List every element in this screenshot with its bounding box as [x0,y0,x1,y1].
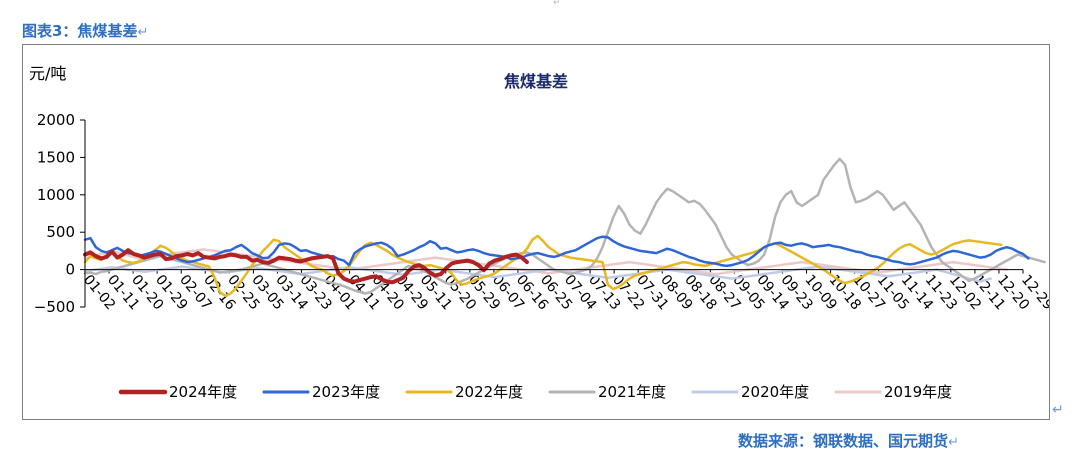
legend-label: 2022年度 [455,383,523,401]
y-tick-label: 1000 [37,186,75,204]
return-mark: ↵ [948,435,959,450]
series-line-2023年度 [83,235,1030,268]
legend-label: 2021年度 [598,383,666,401]
series-layer [83,157,1046,298]
legend-item: 2022年度 [405,383,523,401]
legend-item: 2024年度 [118,383,237,401]
frame-return-mark: ↵ [1052,402,1064,418]
y-tick-label: −500 [34,298,75,316]
y-tick-label: 0 [65,261,75,279]
chart-title: 焦煤基差 [503,72,568,91]
page-top-mark: ↵ [553,0,561,8]
figure-caption: 图表3：焦煤基差↵ [22,20,148,41]
data-source: 数据来源：钢联数据、国元期货↵ [738,430,959,451]
x-axis-ticks: 01-0201-1101-2001-2902-0702-1602-2503-05… [80,269,1056,313]
legend-item: 2021年度 [548,383,666,401]
return-mark: ↵ [137,25,149,40]
legend: 2024年度 2023年度 2022年度 2021年度 2020年度 2019年度 [118,383,952,401]
series-line-2024年度 [83,248,529,285]
legend-item: 2020年度 [691,383,809,401]
y-tick-label: 2000 [37,111,75,129]
legend-label: 2020年度 [741,383,809,401]
y-axis-label: 元/吨 [29,64,66,83]
legend-label: 2023年度 [312,383,380,401]
chart-frame: 元/吨 焦煤基差 −500 0 500 1000 1500 2000 01-02 01-11… [22,44,1056,420]
series-line-2022年度 [83,234,1003,298]
axes [84,120,1023,307]
legend-item: 2023年度 [262,383,380,401]
legend-label: 2019年度 [884,383,952,401]
legend-item: 2019年度 [834,383,952,401]
basis-line-chart: 元/吨 焦煤基差 −500 0 500 1000 1500 2000 01-0201-11… [29,64,1056,401]
y-tick-label: 500 [46,223,75,241]
y-axis-ticks: −500 0 500 1000 1500 2000 [34,111,85,316]
legend-label: 2024年度 [169,383,237,401]
data-source-text: 数据来源：钢联数据、国元期货 [738,432,949,450]
figure-caption-label: 图表3：焦煤基差 [22,22,138,40]
y-tick-label: 1500 [37,148,75,166]
series-line-2021年度 [83,157,1046,295]
